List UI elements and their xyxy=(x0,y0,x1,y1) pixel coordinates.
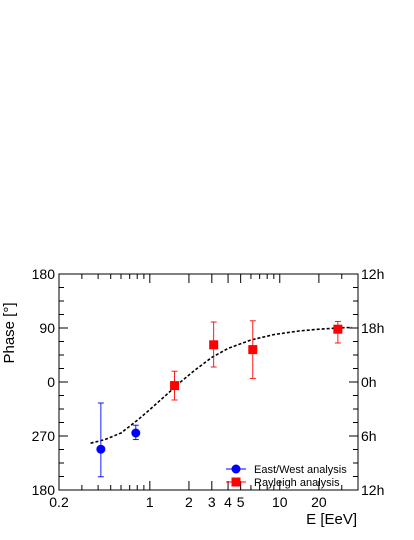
y-axis-label: Phase [°] xyxy=(1,302,18,363)
y-tick-label-left: 270 xyxy=(32,428,56,444)
data-point-square xyxy=(333,324,343,334)
x-tick-label: 20 xyxy=(311,494,327,510)
data-point-circle xyxy=(96,444,106,454)
data-point-square xyxy=(248,345,258,355)
legend-marker-circle xyxy=(231,464,241,474)
y-tick-label-left: 180 xyxy=(32,482,56,498)
x-tick-label: 4 xyxy=(224,494,232,510)
data-point-square xyxy=(170,381,180,391)
x-tick-label: 10 xyxy=(272,494,288,510)
y-tick-label-right: 0h xyxy=(361,374,377,390)
y-tick-label-right: 12h xyxy=(361,482,384,498)
x-tick-label: 3 xyxy=(208,494,216,510)
y-tick-label-left: 90 xyxy=(39,320,55,336)
y-tick-label-left: 0 xyxy=(47,374,55,390)
data-points-layer xyxy=(96,320,343,478)
x-axis-label: E [EeV] xyxy=(306,511,357,528)
x-tick-label: 1 xyxy=(146,494,154,510)
data-point-square xyxy=(209,340,219,350)
x-tick-label: 5 xyxy=(237,494,245,510)
y-tick-label-right: 12h xyxy=(361,266,384,282)
data-point-circle xyxy=(131,428,141,438)
x-tick-label: 2 xyxy=(185,494,193,510)
y-tick-label-left: 180 xyxy=(32,266,56,282)
plot-frame xyxy=(58,273,359,491)
legend-label: East/West analysis xyxy=(254,464,347,476)
axis-ticks: 0.2 1 2 3 4 5 10 20 180 90 0 270 180 12h 18h 0h 6h 12h xyxy=(32,266,385,510)
legend-label: Rayleigh analysis xyxy=(254,477,340,489)
fit-curve-layer xyxy=(90,326,353,444)
x-tick-label: 0.2 xyxy=(49,494,69,510)
y-tick-label-right: 18h xyxy=(361,320,384,336)
fit-curve xyxy=(90,326,353,444)
y-tick-label-right: 6h xyxy=(361,428,377,444)
legend-marker-square xyxy=(231,477,241,487)
